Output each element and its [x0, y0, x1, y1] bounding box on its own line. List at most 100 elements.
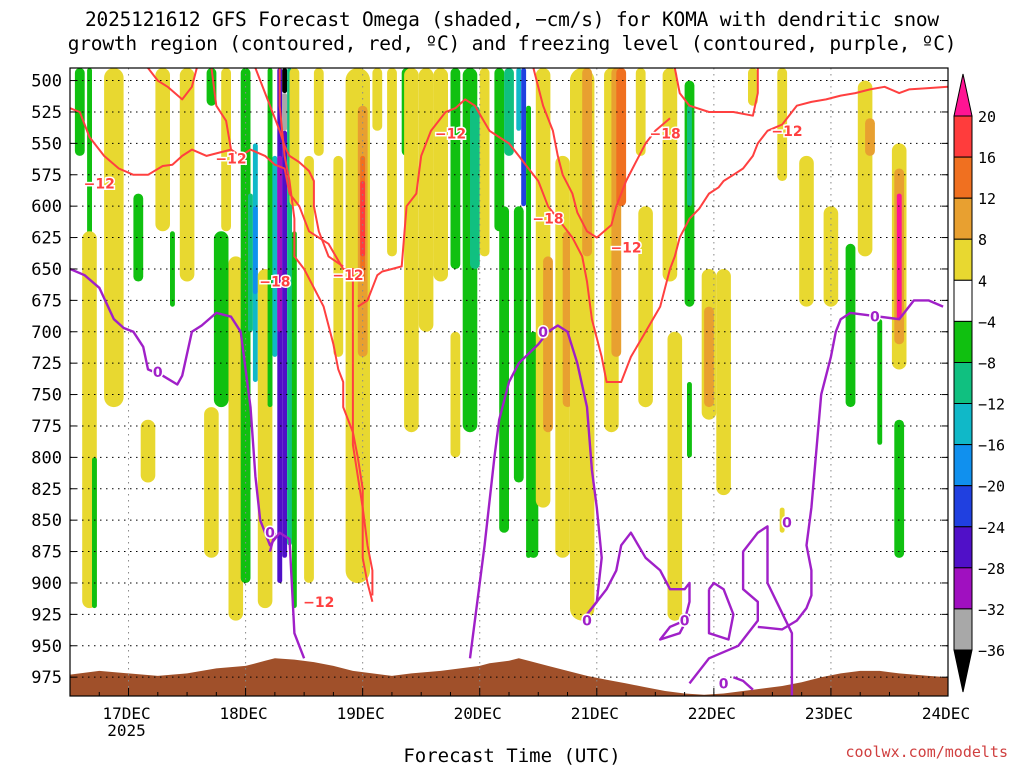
omega-cell	[513, 206, 524, 483]
colorbar-label: −8	[978, 354, 996, 372]
omega-cell	[179, 68, 195, 282]
omega-cell	[823, 206, 839, 307]
axes-layer: 500 525 550 575 600 625 650 675 700 725 750 775 800 8…	[31, 67, 970, 740]
freezing-level-label: 0	[782, 516, 792, 532]
colorbar-label: −4	[978, 313, 996, 331]
omega-cell	[748, 68, 758, 106]
colorbar-label: 8	[978, 231, 987, 249]
omega-cell	[499, 206, 509, 533]
colorbar-band	[953, 362, 973, 405]
freezing-level-label: 0	[870, 310, 880, 326]
y-tick-label: 650	[31, 260, 62, 280]
omega-cell	[282, 93, 288, 131]
omega-cell	[521, 68, 527, 207]
dgz-isotherm-label: −18	[649, 126, 680, 142]
colorbar-band	[953, 197, 973, 240]
omega-cell	[248, 193, 253, 332]
omega-cell	[221, 68, 231, 232]
colorbar-label: 12	[978, 190, 996, 208]
colorbar-band	[953, 320, 973, 363]
y-tick-label: 800	[31, 448, 62, 468]
dgz-isotherm-label: −12	[215, 151, 246, 167]
omega-cell	[494, 68, 505, 232]
omega-cell	[716, 269, 731, 496]
y-tick-label: 525	[31, 103, 62, 123]
y-tick-label: 825	[31, 480, 62, 500]
freezing-level-line	[757, 299, 944, 631]
omega-cell	[470, 105, 480, 269]
omega-cell	[140, 419, 156, 483]
x-tick-label: 19DEC	[337, 704, 385, 723]
dgz-isotherm-line	[673, 68, 759, 117]
colorbar-label: −16	[978, 437, 1005, 455]
omega-cell	[687, 105, 692, 207]
omega-cell	[616, 68, 627, 207]
y-tick-label: 775	[31, 417, 62, 437]
colorbar: 20 16 12 8 4 −4 −8 −12 −16 −20 −24 −28 −32 −36	[953, 73, 1005, 693]
colorbar-label: −28	[978, 560, 1005, 578]
freezing-level-line	[688, 525, 794, 696]
omega-cell	[704, 306, 714, 408]
contour-label-layer: −12 −12 −18 −12 −12 −12 −18 −12 −18 −12 0 0 0 0 0 0 0 0	[82, 122, 881, 694]
omega-cell	[372, 68, 383, 131]
colorbar-label: 4	[978, 272, 987, 290]
dgz-isotherm-label: −12	[303, 595, 334, 611]
colorbar-bottom-triangle	[953, 649, 973, 693]
colorbar-band	[953, 403, 973, 446]
y-tick-label: 575	[31, 166, 62, 186]
omega-cell	[291, 231, 297, 609]
omega-cell	[387, 68, 397, 257]
colorbar-band	[953, 485, 973, 528]
chart-title-line-2: growth region (contoured, red, ºC) and f…	[67, 32, 957, 55]
omega-cell	[799, 155, 814, 307]
omega-cell	[543, 256, 553, 433]
dgz-isotherm-label: −12	[332, 268, 363, 284]
omega-cell	[228, 256, 244, 621]
colorbar-band	[953, 238, 973, 281]
omega-cell	[479, 68, 490, 257]
omega-cell	[877, 319, 883, 445]
y-tick-label: 925	[31, 605, 62, 625]
omega-cell	[404, 68, 419, 433]
omega-cell	[289, 68, 300, 207]
dgz-isotherm-line	[357, 85, 948, 383]
x-tick-label: 22DEC	[688, 704, 736, 723]
colorbar-label: −20	[978, 478, 1005, 496]
y-tick-label: 625	[31, 229, 62, 249]
y-tick-label: 975	[31, 668, 62, 688]
dgz-isotherm-line	[210, 68, 232, 150]
omega-cell	[213, 231, 229, 408]
omega-cell	[252, 206, 258, 295]
dgz-isotherm-label: −12	[435, 126, 466, 142]
omega-cell	[313, 68, 324, 156]
freezing-level-line	[468, 324, 603, 659]
omega-cell	[282, 68, 288, 94]
colorbar-label: −12	[978, 396, 1005, 414]
dgz-isotherm-layer	[70, 68, 948, 603]
x-tick-label: 24DEC	[922, 704, 970, 723]
dgz-isotherm-label: −18	[259, 275, 290, 291]
omega-cell	[272, 155, 278, 357]
omega-cell	[133, 193, 144, 282]
y-tick-label: 725	[31, 354, 62, 374]
omega-cell	[155, 68, 170, 232]
omega-cell	[277, 155, 283, 332]
chart-title-line-1: 2025121612 GFS Forecast Omega (shaded, −…	[85, 8, 939, 31]
omega-cell	[450, 68, 461, 269]
dgz-isotherm-line	[278, 68, 374, 603]
x-tick-sublabel: 2025	[107, 721, 146, 740]
y-tick-label: 600	[31, 197, 62, 217]
x-tick-label: 23DEC	[805, 704, 853, 723]
freezing-level-label: 0	[582, 614, 592, 630]
y-tick-label: 875	[31, 543, 62, 563]
x-tick-label: 20DEC	[454, 704, 502, 723]
x-tick-label: 21DEC	[571, 704, 619, 723]
colorbar-band	[953, 156, 973, 199]
omega-cell	[516, 68, 522, 131]
colorbar-band	[953, 526, 973, 569]
colorbar-label: 16	[978, 149, 996, 167]
colorbar-band	[953, 115, 973, 158]
colorbar-band	[953, 279, 973, 322]
omega-cell	[204, 407, 219, 558]
